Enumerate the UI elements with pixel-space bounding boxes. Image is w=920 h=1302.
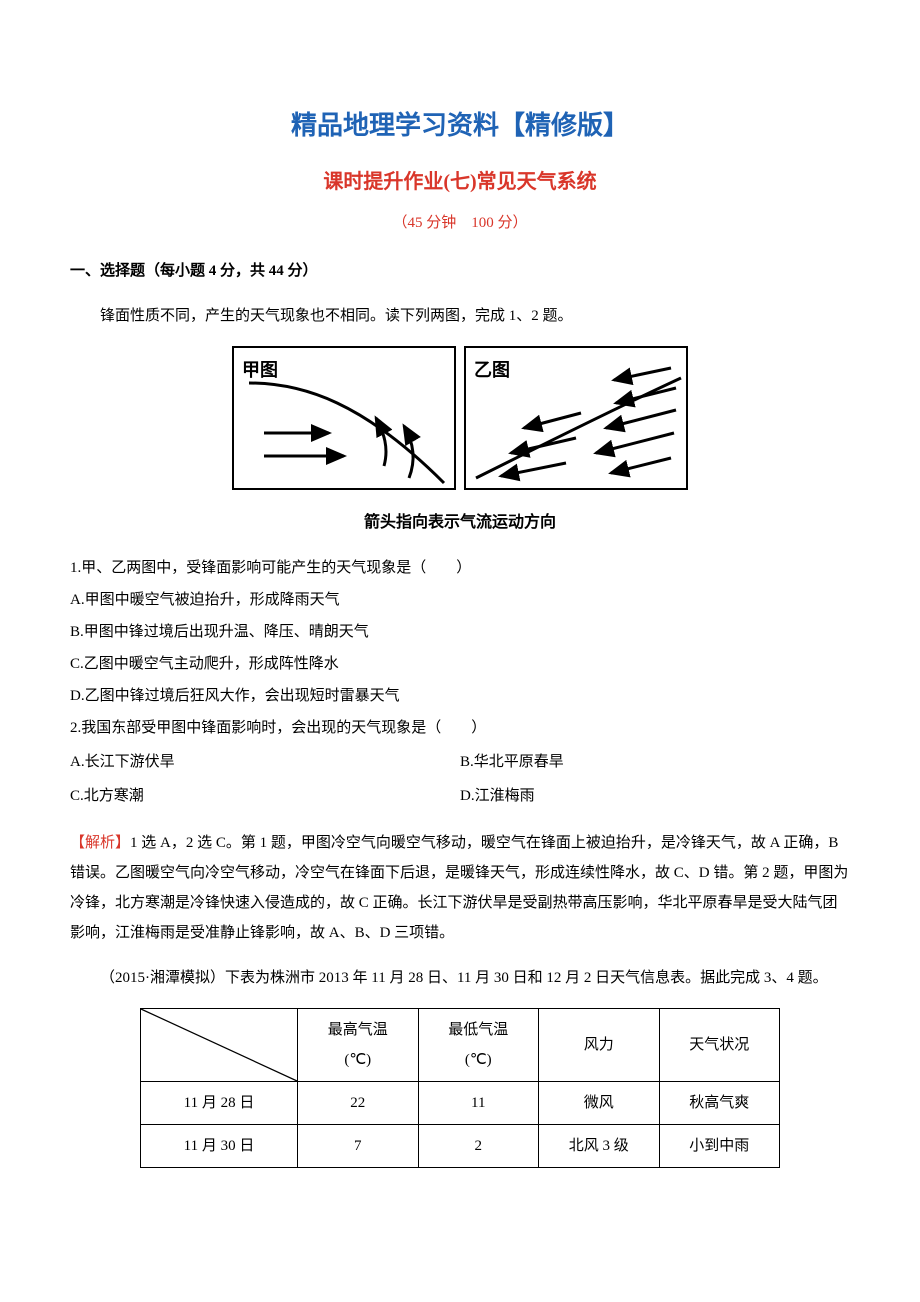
panel-a-label: 甲图 bbox=[242, 352, 278, 388]
intro-paragraph: 锋面性质不同，产生的天气现象也不相同。读下列两图，完成 1、2 题。 bbox=[70, 301, 850, 331]
para-2: （2015·湘潭模拟）下表为株洲市 2013 年 11 月 28 日、11 月 … bbox=[70, 963, 850, 993]
panel-b-label: 乙图 bbox=[474, 352, 510, 388]
q2-option-c: C.北方寒潮 bbox=[70, 781, 460, 811]
section-1-heading: 一、选择题（每小题 4 分，共 44 分） bbox=[70, 256, 850, 286]
cell-tmax: 7 bbox=[298, 1125, 419, 1168]
explanation-text: 1 选 A，2 选 C。第 1 题，甲图冷空气向暖空气移动，暖空气在锋面上被迫抬… bbox=[70, 835, 848, 941]
q1-option-d: D.乙图中锋过境后狂风大作，会出现短时雷暴天气 bbox=[70, 681, 850, 711]
cell-cond: 小到中雨 bbox=[659, 1125, 780, 1168]
q1-option-b: B.甲图中锋过境后出现升温、降压、晴朗天气 bbox=[70, 617, 850, 647]
figure-panel-a: 甲图 bbox=[232, 346, 456, 490]
q1-stem: 1.甲、乙两图中，受锋面影响可能产生的天气现象是（ ） bbox=[70, 553, 850, 583]
cell-date: 11 月 30 日 bbox=[141, 1125, 298, 1168]
q2-option-d: D.江淮梅雨 bbox=[460, 781, 850, 811]
q1-option-a: A.甲图中暖空气被迫抬升，形成降雨天气 bbox=[70, 585, 850, 615]
table-header-tmin: 最低气温 (℃) bbox=[418, 1009, 539, 1082]
cell-tmin: 11 bbox=[418, 1082, 539, 1125]
th-tmin-1: 最低气温 bbox=[448, 1022, 508, 1038]
th-tmin-2: (℃) bbox=[465, 1052, 492, 1068]
table-header-wind: 风力 bbox=[539, 1009, 660, 1082]
cell-tmax: 22 bbox=[298, 1082, 419, 1125]
table-header-blank bbox=[141, 1009, 298, 1082]
explanation-label: 【解析】 bbox=[70, 835, 130, 851]
q1-option-c: C.乙图中暖空气主动爬升，形成阵性降水 bbox=[70, 649, 850, 679]
table-header-cond: 天气状况 bbox=[659, 1009, 780, 1082]
figure-panels: 甲图 乙图 bbox=[232, 346, 688, 490]
explanation-block: 【解析】1 选 A，2 选 C。第 1 题，甲图冷空气向暖空气移动，暖空气在锋面… bbox=[70, 828, 850, 948]
q2-option-a: A.长江下游伏旱 bbox=[70, 747, 460, 777]
figure-panel-b: 乙图 bbox=[464, 346, 688, 490]
cell-wind: 北风 3 级 bbox=[539, 1125, 660, 1168]
cell-cond: 秋高气爽 bbox=[659, 1082, 780, 1125]
figure-area: 甲图 乙图 bbox=[70, 346, 850, 539]
th-tmax-1: 最高气温 bbox=[328, 1022, 388, 1038]
cell-tmin: 2 bbox=[418, 1125, 539, 1168]
diagonal-line-icon bbox=[141, 1009, 297, 1081]
main-title: 精品地理学习资料【精修版】 bbox=[70, 100, 850, 152]
cell-date: 11 月 28 日 bbox=[141, 1082, 298, 1125]
cell-wind: 微风 bbox=[539, 1082, 660, 1125]
weather-table: 最高气温 (℃) 最低气温 (℃) 风力 天气状况 11 月 28 日 22 1… bbox=[140, 1008, 780, 1168]
table-row: 11 月 28 日 22 11 微风 秋高气爽 bbox=[141, 1082, 780, 1125]
q2-option-b: B.华北平原春旱 bbox=[460, 747, 850, 777]
figure-caption: 箭头指向表示气流运动方向 bbox=[70, 507, 850, 539]
table-header-row: 最高气温 (℃) 最低气温 (℃) 风力 天气状况 bbox=[141, 1009, 780, 1082]
table-row: 11 月 30 日 7 2 北风 3 级 小到中雨 bbox=[141, 1125, 780, 1168]
lesson-title: 课时提升作业(七)常见天气系统 bbox=[70, 162, 850, 202]
page: 精品地理学习资料【精修版】 课时提升作业(七)常见天气系统 （45 分钟 100… bbox=[0, 0, 920, 1302]
th-tmax-2: (℃) bbox=[344, 1052, 371, 1068]
table-header-tmax: 最高气温 (℃) bbox=[298, 1009, 419, 1082]
q2-stem: 2.我国东部受甲图中锋面影响时，会出现的天气现象是（ ） bbox=[70, 713, 850, 743]
time-score: （45 分钟 100 分） bbox=[70, 208, 850, 238]
